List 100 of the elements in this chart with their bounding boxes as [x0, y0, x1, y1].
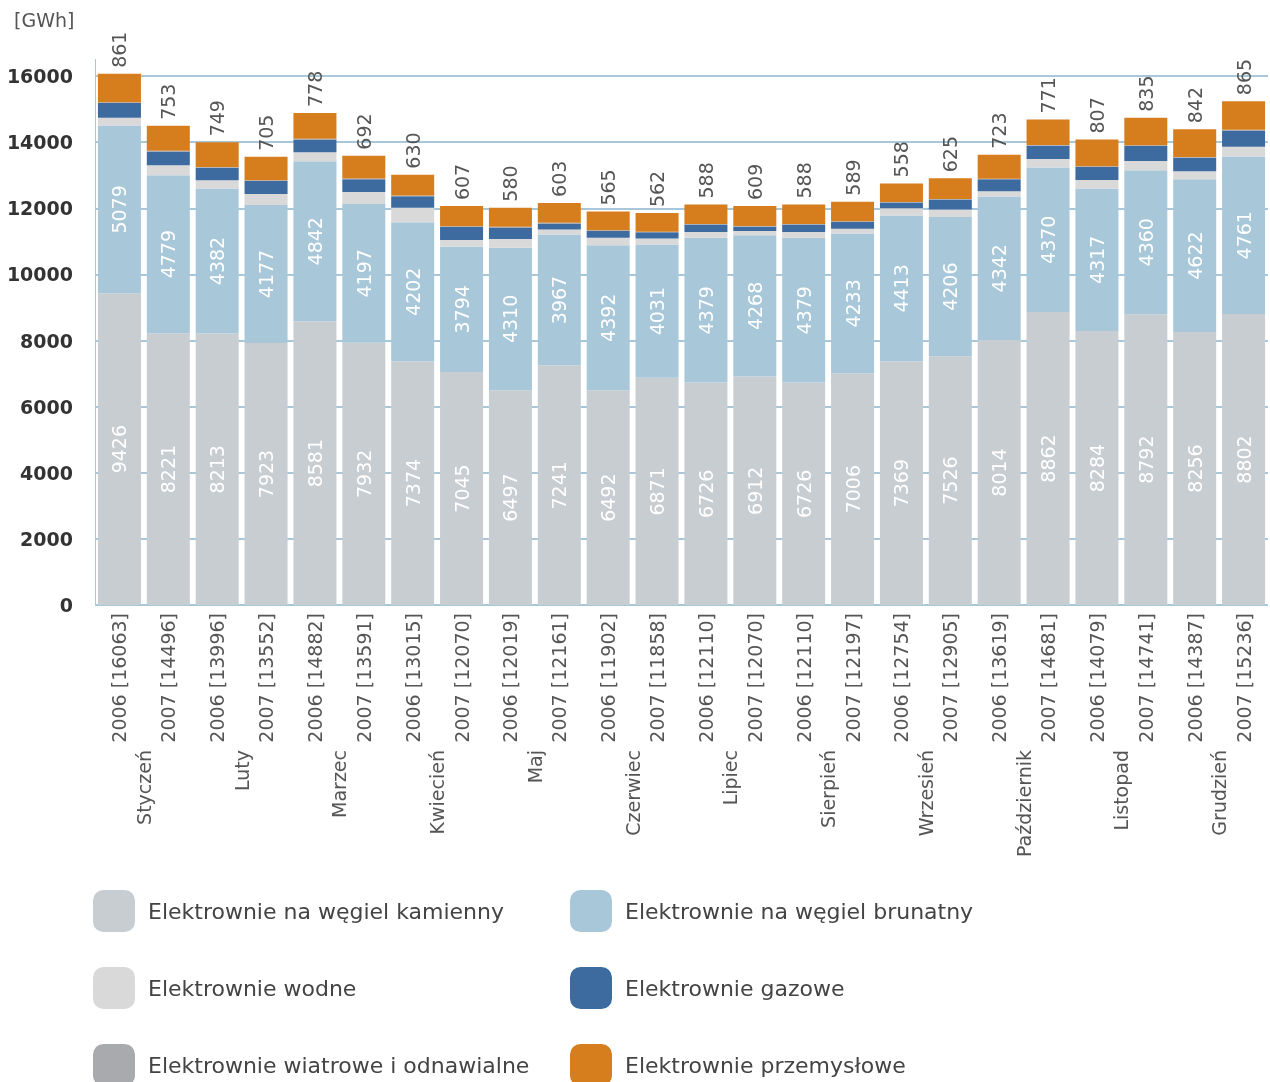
text: Październik — [1012, 750, 1035, 858]
data-label: 607 — [450, 163, 473, 201]
data-label: 625 — [939, 136, 962, 173]
x-tick-label: 2006 [14387] — [1183, 613, 1206, 743]
data-label: 4197 — [352, 249, 375, 298]
data-label: 771 — [1037, 77, 1060, 114]
x-tick-label: 2007 [14741] — [1134, 613, 1157, 743]
x-tick-label: 2006 [12110] — [792, 613, 815, 743]
text: Luty — [230, 750, 253, 791]
data-label: 5079 — [108, 185, 131, 234]
data-label: 562 — [646, 170, 669, 208]
x-tick-label: 2007 [12161] — [548, 613, 571, 743]
text: Grudzień — [1208, 750, 1231, 836]
data-label: 692 — [352, 113, 375, 150]
y-tick-label: 2000 — [20, 527, 73, 550]
y-tick-label: 0 — [59, 594, 73, 616]
x-tick-label: 2007 [12070] — [743, 613, 766, 743]
data-label: 4317 — [1085, 235, 1108, 284]
data-label: 4310 — [499, 294, 522, 344]
legend-label: Elektrownie wodne — [148, 975, 357, 1001]
data-label: 630 — [401, 132, 424, 169]
x-tick-label: 2006 [12019] — [499, 613, 522, 743]
data-label: 4842 — [303, 217, 326, 266]
data-label: 580 — [499, 165, 522, 202]
data-label: 749 — [206, 100, 229, 137]
text: Sierpień — [817, 750, 840, 828]
y-tick-label: 14000 — [6, 131, 73, 154]
x-tick-label: 2006 [13619] — [988, 613, 1011, 743]
data-label: 778 — [303, 70, 326, 107]
data-label: 609 — [743, 163, 766, 200]
x-tick-label: 2006 [11902] — [597, 613, 620, 743]
data-label: 4761 — [1232, 211, 1255, 260]
data-label: 4342 — [988, 244, 1011, 293]
x-tick-label: 2006 [12754] — [890, 613, 913, 743]
data-label: 705 — [255, 114, 278, 151]
legend-label: Elektrownie przemysłowe — [625, 1052, 906, 1078]
data-label: 4206 — [939, 262, 962, 311]
legend-label: Elektrownie gazowe — [625, 975, 845, 1001]
data-label: 865 — [1232, 58, 1255, 96]
x-tick-label: 2007 [14496] — [157, 613, 180, 743]
x-tick-label: 2006 [14882] — [303, 613, 326, 743]
text: Listopad — [1110, 750, 1133, 831]
y-axis-title: [GWh] — [14, 8, 75, 31]
x-tick-label: 2007 [13552] — [255, 613, 278, 743]
y-tick-label: 8000 — [20, 329, 73, 352]
data-label: 4031 — [646, 287, 669, 336]
x-tick-label: 2006 [13015] — [401, 613, 424, 743]
data-label: 4202 — [401, 267, 424, 316]
x-tick-label: 2007 [14681] — [1037, 613, 1060, 743]
data-label: 753 — [157, 83, 180, 120]
text: Maj — [523, 750, 546, 784]
data-label: 4382 — [206, 236, 229, 286]
data-label: 807 — [1085, 97, 1108, 134]
data-label: 861 — [108, 31, 131, 68]
data-label: 723 — [988, 112, 1011, 149]
data-label: 589 — [841, 159, 864, 196]
x-tick-label: 2006 [13996] — [206, 613, 229, 743]
x-tick-label: 2006 [16063] — [108, 613, 131, 743]
data-label: 842 — [1183, 86, 1206, 124]
data-label: 4622 — [1183, 231, 1206, 280]
x-tick-label: 2006 [12110] — [694, 613, 717, 743]
data-label: 588 — [792, 162, 815, 199]
data-label: 4268 — [743, 281, 766, 331]
data-label: 3794 — [450, 285, 473, 334]
x-tick-label: 2007 [12905] — [939, 613, 962, 743]
x-tick-label: 2007 [13591] — [352, 613, 375, 743]
text: Czerwiec — [621, 750, 644, 836]
data-label: 835 — [1134, 75, 1157, 112]
data-label: 3967 — [548, 275, 571, 325]
x-tick-label: 2007 [15236] — [1232, 613, 1255, 743]
text: Wrzesień — [914, 750, 937, 837]
legend-label: Elektrownie wiatrowe i odnawialne — [148, 1052, 530, 1078]
y-tick-label: 6000 — [20, 395, 73, 418]
data-label: 4379 — [694, 286, 717, 335]
data-label: 4177 — [255, 249, 278, 299]
x-tick-label: 2007 [12197] — [841, 613, 864, 743]
data-label: 4779 — [157, 230, 180, 279]
data-label: 4413 — [890, 264, 913, 313]
x-tick-label: 2006 [14079] — [1085, 613, 1108, 743]
data-label: 603 — [548, 160, 571, 197]
text: Lipiec — [719, 750, 742, 806]
y-tick-label: 10000 — [6, 263, 73, 286]
legend-label: Elektrownie na węgiel brunatny — [625, 898, 974, 924]
data-label: 4233 — [841, 279, 864, 328]
x-tick-label: 2007 [11858] — [646, 613, 669, 743]
data-label: 4379 — [792, 286, 815, 335]
y-tick-label: 12000 — [6, 197, 73, 220]
text: Styczeń — [132, 750, 155, 825]
y-tick-label: 4000 — [20, 461, 73, 484]
x-tick-label: 2007 [12070] — [450, 613, 473, 743]
data-label: 4392 — [597, 293, 620, 342]
data-label: 4360 — [1134, 218, 1157, 267]
y-tick-label: 16000 — [6, 65, 73, 87]
data-label: 565 — [597, 169, 620, 206]
text: Kwiecień — [426, 750, 449, 835]
data-label: 588 — [694, 162, 717, 199]
data-label: 4370 — [1037, 215, 1060, 264]
text: Marzec — [328, 750, 351, 818]
legend-label: Elektrownie na węgiel kamienny — [148, 898, 504, 924]
data-label: 558 — [890, 141, 913, 178]
